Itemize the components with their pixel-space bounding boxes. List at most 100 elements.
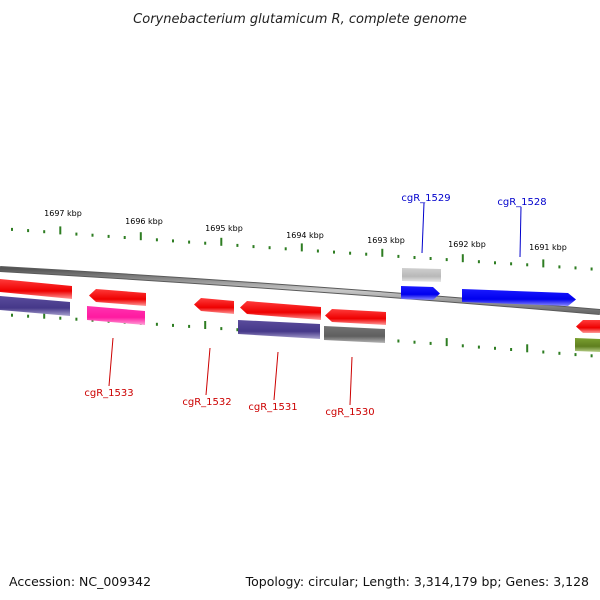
ruler-bottom-tick bbox=[461, 344, 464, 348]
ruler-bottom-tick bbox=[526, 344, 529, 353]
label-cgR-1533[interactable]: cgR_1533 bbox=[84, 388, 133, 399]
ruler-label-1695: 1695 kbp bbox=[205, 224, 243, 233]
ruler-top-tick bbox=[590, 267, 593, 271]
accession-text: Accession: NC_009342 bbox=[9, 574, 151, 589]
ruler-top-tick bbox=[574, 266, 577, 270]
ruler-top-tick bbox=[107, 234, 110, 238]
ruler-top-tick bbox=[155, 238, 158, 242]
ruler-bottom-tick bbox=[542, 350, 545, 354]
leader-cgR-1528 bbox=[519, 206, 522, 258]
gene-cgR-1533[interactable] bbox=[87, 306, 145, 325]
ruler-top-tick bbox=[139, 232, 142, 241]
gene-olive-right-edge[interactable] bbox=[575, 338, 600, 352]
ruler-top-tick bbox=[510, 262, 513, 266]
ruler-top-tick bbox=[526, 263, 529, 267]
ruler-bottom-tick bbox=[220, 327, 223, 331]
ruler-top-tick bbox=[300, 243, 303, 252]
ruler-ticks-top bbox=[11, 226, 593, 271]
ruler-label-1693: 1693 kbp bbox=[367, 236, 405, 245]
ruler-top-tick bbox=[477, 260, 480, 264]
gene-cgR-1532[interactable] bbox=[194, 298, 234, 314]
ruler-bottom-tick bbox=[477, 345, 480, 349]
ruler-bottom-tick bbox=[445, 338, 448, 347]
ruler-top-tick bbox=[461, 254, 464, 263]
gene-purple-left-edge[interactable] bbox=[0, 296, 70, 316]
ruler-top-tick bbox=[172, 239, 174, 243]
ruler-top-tick bbox=[445, 258, 448, 262]
ruler-bottom-tick bbox=[429, 341, 432, 345]
ruler-top-tick bbox=[252, 245, 255, 249]
ruler-label-1697: 1697 kbp bbox=[44, 209, 82, 218]
ruler-top-tick bbox=[236, 243, 239, 247]
label-cgR-1528[interactable]: cgR_1528 bbox=[497, 197, 546, 208]
ruler-top-tick bbox=[27, 229, 30, 233]
ruler-bottom-tick bbox=[574, 353, 577, 357]
ruler-bottom-tick bbox=[75, 317, 78, 321]
ruler-top-tick bbox=[123, 236, 126, 239]
ruler-bottom-tick bbox=[59, 316, 62, 320]
ruler-top-tick bbox=[365, 252, 368, 256]
ruler-bottom-tick bbox=[172, 323, 174, 327]
gene-cgR-1529[interactable] bbox=[401, 286, 440, 300]
ruler-top-tick bbox=[188, 240, 191, 244]
map-title: Corynebacterium glutamicum R, complete g… bbox=[133, 12, 467, 27]
ruler-top-tick bbox=[204, 241, 207, 245]
ruler-top-tick bbox=[429, 257, 432, 260]
ruler-bottom-tick bbox=[397, 339, 400, 343]
leader-cgR-1533 bbox=[108, 337, 114, 387]
ruler-top-tick bbox=[381, 248, 384, 257]
gene-cgR-1531[interactable] bbox=[238, 320, 320, 339]
ruler-top-tick bbox=[316, 249, 319, 253]
ruler-bottom-tick bbox=[155, 322, 158, 326]
ruler-bottom-tick bbox=[494, 346, 496, 350]
label-cgR-1532[interactable]: cgR_1532 bbox=[182, 397, 231, 408]
ruler-top-tick bbox=[284, 247, 287, 251]
ruler-label-1694: 1694 kbp bbox=[286, 231, 324, 240]
ruler-bottom-tick bbox=[510, 348, 513, 351]
gene-cgR-1530[interactable] bbox=[324, 326, 385, 343]
leader-cgR-1531 bbox=[273, 351, 279, 401]
ruler-bottom-tick bbox=[188, 324, 191, 328]
ruler-top-tick bbox=[542, 259, 545, 268]
ruler-bottom-tick bbox=[558, 351, 561, 355]
ruler-top-tick bbox=[494, 261, 496, 265]
ruler-bottom-tick bbox=[204, 321, 207, 329]
ruler-bottom-tick bbox=[11, 313, 13, 317]
gene-red-1533-upper[interactable] bbox=[89, 289, 146, 306]
ruler-top-tick bbox=[220, 237, 223, 246]
label-cgR-1529[interactable]: cgR_1529 bbox=[401, 193, 450, 204]
ruler-top-tick bbox=[75, 232, 78, 236]
leader-cgR-1532 bbox=[205, 347, 211, 396]
ruler-top-tick bbox=[59, 226, 62, 235]
ruler-label-1691: 1691 kbp bbox=[529, 243, 567, 252]
ruler-top-tick bbox=[333, 250, 335, 254]
ruler-top-tick bbox=[413, 256, 416, 259]
leader-cgR-1530 bbox=[349, 356, 353, 406]
ruler-bottom-tick bbox=[27, 314, 30, 318]
gene-red-right-edge[interactable] bbox=[576, 320, 600, 333]
ruler-top-tick bbox=[558, 265, 561, 269]
ruler-top-tick bbox=[43, 230, 46, 234]
ruler-bottom-tick bbox=[590, 354, 593, 358]
ruler-label-1696: 1696 kbp bbox=[125, 217, 163, 226]
ruler-top-tick bbox=[11, 227, 13, 231]
gene-cgR-1529-feature[interactable] bbox=[402, 268, 441, 282]
topology-summary: Topology: circular; Length: 3,314,179 bp… bbox=[245, 574, 589, 589]
ruler-bottom-tick bbox=[413, 340, 416, 344]
leader-cgR-1529 bbox=[421, 202, 425, 254]
gene-red-left-edge[interactable] bbox=[0, 279, 72, 299]
ruler-top-tick bbox=[397, 254, 400, 258]
ruler-label-1692: 1692 kbp bbox=[448, 240, 486, 249]
label-cgR-1531[interactable]: cgR_1531 bbox=[248, 402, 297, 413]
ruler-bottom-tick bbox=[236, 328, 239, 332]
ruler-top-tick bbox=[268, 246, 271, 250]
ruler-bottom-tick bbox=[43, 310, 46, 319]
genome-backbone-highlight bbox=[0, 267, 600, 314]
gene-red-1531-upper[interactable] bbox=[240, 301, 321, 320]
ruler-top-tick bbox=[349, 251, 352, 255]
ruler-top-tick bbox=[91, 233, 94, 237]
gene-red-1530-upper[interactable] bbox=[325, 309, 386, 325]
gene-cgR-1528[interactable] bbox=[462, 289, 576, 306]
label-cgR-1530[interactable]: cgR_1530 bbox=[325, 407, 374, 418]
